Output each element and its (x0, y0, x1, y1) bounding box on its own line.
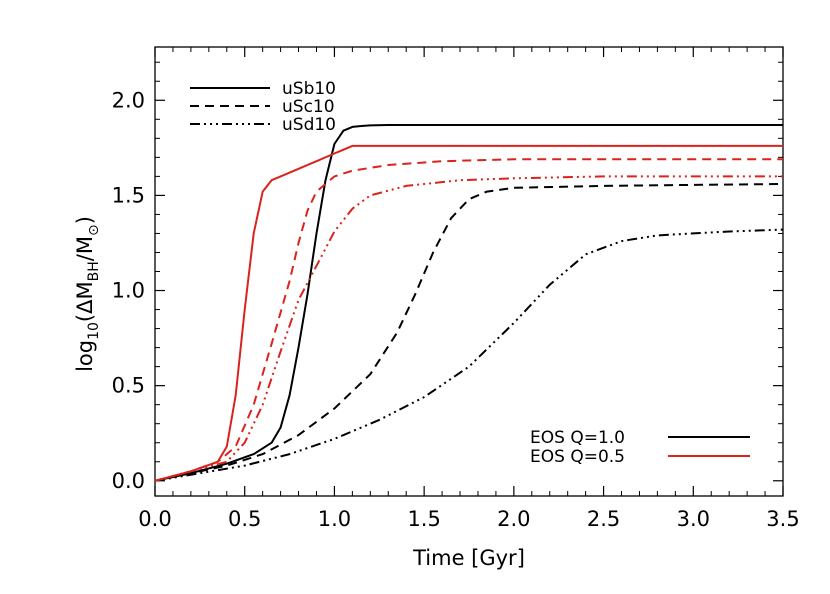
x-tick-label: 1.5 (407, 507, 440, 531)
series-line-usb10-q-0-5 (154, 144, 783, 482)
x-tick-label: 3.0 (677, 507, 710, 531)
series-line-usc10-q-0-5 (154, 158, 783, 482)
x-tick-label: 2.0 (497, 507, 530, 531)
x-tick-label: 2.5 (587, 507, 620, 531)
y-tick-label: 1.0 (112, 279, 145, 303)
legend-label-usb10: uSb10 (282, 79, 336, 99)
x-tick-label: 0.5 (228, 507, 261, 531)
series-line-usc10-q-1-0 (154, 183, 784, 482)
legend-eos-label: EOS Q=0.5 (530, 447, 625, 467)
y-tick-label: 1.5 (112, 183, 145, 207)
y-tick-label: 0.0 (112, 469, 145, 493)
series-line-usb10-q-1-0 (154, 124, 783, 482)
x-tick-label: 0.0 (138, 507, 171, 531)
axis-ticks: 0.0 0.5 1.0 1.5 2.0 2.5 3.0 3.5 0.0 0.5 1.0 1.5 2.0 (112, 47, 800, 531)
series-line-usd10-q-0-5 (154, 175, 783, 482)
legend-label-usd10: uSd10 (282, 115, 336, 135)
x-tick-label: 3.5 (766, 507, 799, 531)
y-tick-label: 2.0 (112, 88, 145, 112)
y-axis-title: log10(ΔMBH/M⊙) (73, 216, 102, 372)
x-tick-label: 1.0 (318, 507, 351, 531)
y-tick-label: 0.5 (112, 374, 145, 398)
legend-eos-label: EOS Q=1.0 (530, 428, 625, 448)
x-axis-title: Time [Gyr] (412, 546, 525, 570)
legend-label-usc10: uSc10 (282, 97, 335, 117)
series-layer (154, 124, 784, 482)
